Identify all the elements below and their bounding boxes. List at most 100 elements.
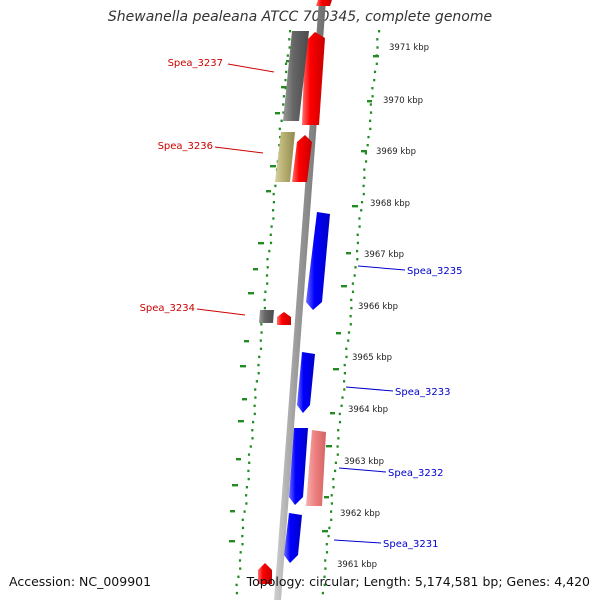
gene-label[interactable]: Spea_3231: [383, 539, 438, 550]
scale-tick-label: 3962 kbp: [340, 509, 380, 519]
gc-skew-track: [229, 30, 381, 595]
gene-block-khaki: [275, 132, 295, 182]
gc-skew-dash: [286, 60, 291, 63]
gene-label[interactable]: Spea_3232: [388, 468, 443, 479]
gc-skew-dot-inner: [251, 429, 254, 432]
gc-skew-dot-inner: [245, 502, 248, 505]
gc-skew-dot-outer: [334, 461, 337, 464]
gc-skew-dot-inner: [248, 461, 251, 464]
gc-skew-dot-inner: [254, 396, 257, 399]
gc-skew-dot-outer: [360, 209, 363, 212]
gene-arrow-reverse: [289, 428, 308, 505]
gc-skew-dot-outer: [343, 372, 346, 375]
gene-label[interactable]: Spea_3235: [407, 266, 462, 277]
gc-skew-dash: [341, 285, 347, 288]
gene-label[interactable]: Spea_3234: [140, 303, 195, 314]
gc-skew-dot-inner: [259, 347, 263, 350]
gc-skew-dot-inner: [272, 209, 275, 212]
gc-skew-dot-outer: [343, 380, 346, 383]
scale-tick-label: 3961 kbp: [337, 560, 377, 570]
gc-skew-dot-inner: [241, 526, 245, 530]
gc-skew-dot-outer: [337, 429, 340, 432]
gene-label[interactable]: Spea_3237: [168, 58, 223, 69]
gc-skew-dot-inner: [241, 543, 244, 546]
gc-skew-dot-outer: [365, 160, 368, 163]
gene-label-leader: [196, 308, 246, 316]
gc-skew-dot-outer: [328, 526, 331, 530]
gene-arrow-forward: [316, 0, 332, 6]
gc-skew-dot-outer: [373, 70, 377, 74]
gc-skew-dash: [330, 412, 335, 415]
gc-skew-dot-inner: [272, 192, 275, 196]
gc-skew-dot-inner: [235, 591, 238, 595]
gc-skew-dot-inner: [282, 111, 285, 114]
gene-arrow-forward: [277, 312, 291, 325]
gc-skew-dot-inner: [278, 127, 281, 131]
gc-skew-dot-inner: [243, 510, 246, 513]
gene-block-gray: [283, 31, 309, 121]
gc-skew-dot-inner: [245, 486, 248, 489]
gc-skew-dot-inner: [272, 217, 275, 220]
gc-skew-dot-outer: [358, 225, 361, 228]
gc-skew-dot-inner: [279, 135, 282, 139]
gc-skew-dot-outer: [366, 144, 369, 147]
gc-skew-dot-outer: [324, 559, 327, 562]
feature-track: [258, 0, 332, 584]
gene-label-leader: [357, 265, 406, 271]
scale-tick-label: 3965 kbp: [352, 353, 392, 363]
gc-skew-dot-outer: [336, 445, 339, 448]
gc-skew-dot-inner: [263, 306, 266, 310]
gc-skew-dot-outer: [341, 396, 344, 399]
gc-skew-dot-inner: [288, 46, 291, 49]
gene-label-leader: [227, 63, 275, 73]
gene-arrow-forward: [292, 135, 312, 182]
gc-skew-dot-outer: [324, 567, 327, 570]
gc-skew-dot-inner: [280, 119, 283, 122]
gc-skew-dot-inner: [241, 534, 244, 538]
gc-skew-dot-outer: [332, 486, 335, 489]
gc-skew-dot-outer: [373, 78, 376, 82]
gc-skew-dash: [324, 496, 329, 499]
gc-skew-dot-inner: [235, 583, 238, 587]
gc-skew-dot-outer: [356, 249, 359, 253]
gc-skew-dot-outer: [369, 119, 372, 122]
gc-skew-dash: [236, 458, 241, 461]
gc-skew-dot-outer: [376, 46, 379, 49]
gc-skew-dash: [242, 398, 247, 401]
gc-skew-dot-outer: [349, 315, 352, 318]
gc-skew-dot-outer: [336, 453, 339, 456]
gene-arrow-reverse: [284, 513, 302, 563]
gc-skew-dot-inner: [247, 453, 251, 456]
gene-label[interactable]: Spea_3233: [395, 387, 450, 398]
gc-skew-dot-inner: [266, 266, 269, 269]
gc-skew-dot-outer: [364, 152, 367, 155]
gc-skew-dot-outer: [323, 583, 326, 587]
gc-skew-dot-outer: [349, 323, 352, 326]
gc-skew-dot-inner: [264, 290, 267, 293]
gene-arrow-reverse: [306, 212, 330, 310]
gc-skew-dot-inner: [266, 282, 269, 285]
gc-skew-dot-inner: [282, 95, 285, 98]
gc-skew-dot-inner: [255, 380, 258, 383]
scale-tick-label: 3967 kbp: [364, 250, 404, 260]
gc-skew-dash: [352, 205, 358, 208]
gene-label[interactable]: Spea_3236: [158, 141, 213, 152]
gc-skew-dot-outer: [363, 168, 366, 171]
gc-skew-dot-outer: [325, 551, 329, 554]
scale-tick-label: 3970 kbp: [383, 96, 423, 106]
gc-skew-dot-outer: [369, 127, 372, 131]
gc-skew-dot-outer: [358, 217, 361, 220]
gene-label-layer: Spea_3237 Spea_3236 Spea_3235 Spea_3234 Spea…: [140, 58, 463, 550]
gc-skew-dot-outer: [362, 192, 365, 196]
gc-skew-dot-inner: [269, 233, 272, 236]
gc-skew-dot-outer: [330, 518, 333, 521]
gc-skew-dot-outer: [371, 87, 374, 90]
scale-track: 3971 kbp 3970 kbp 3969 kbp 3968 kbp 3967 kbp…: [337, 43, 429, 570]
accession-label: Accession: NC_009901: [9, 574, 152, 589]
gc-skew-dot-inner: [249, 445, 252, 448]
gc-skew-dot-inner: [285, 70, 288, 74]
gene-label-leader: [333, 539, 382, 544]
gc-skew-dot-outer: [334, 469, 337, 473]
gene-arrow-reverse: [297, 352, 315, 413]
